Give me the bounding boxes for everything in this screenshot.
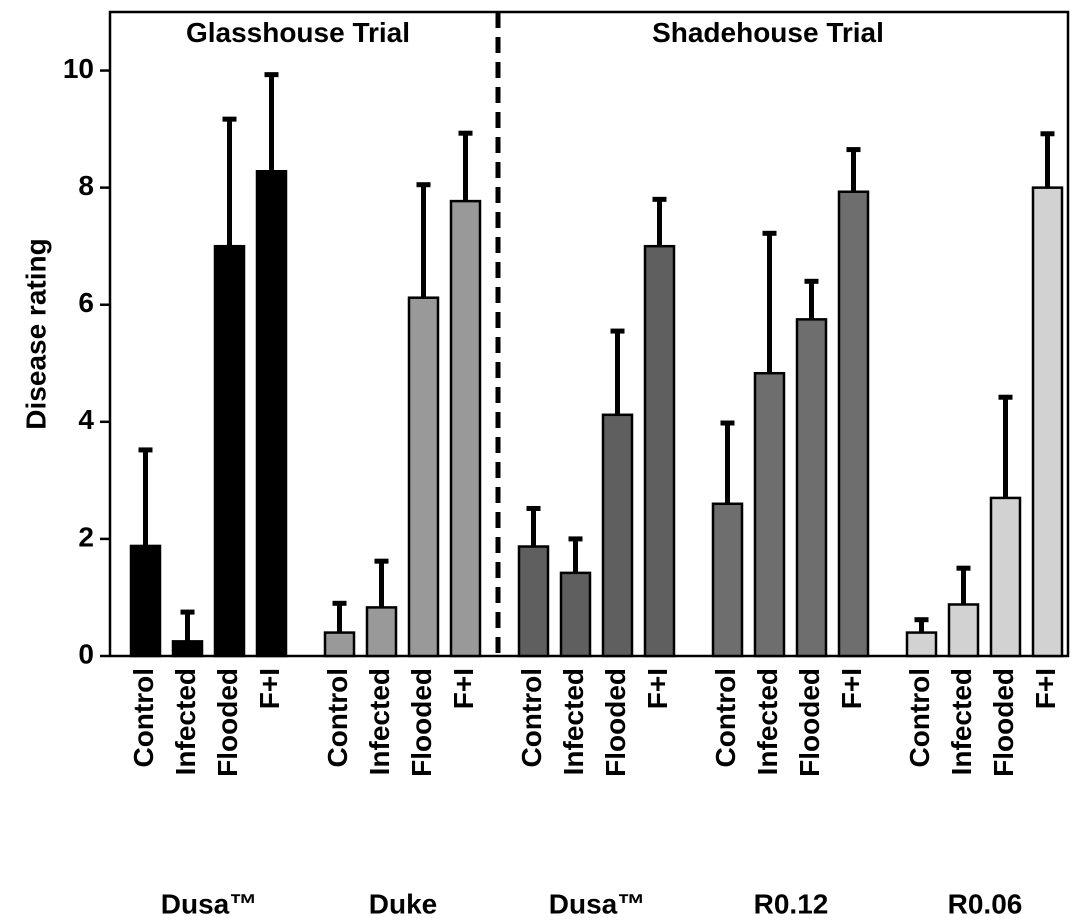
bar — [947, 603, 980, 658]
x-tick-label: F+I — [254, 668, 285, 709]
x-tick-label: Control — [128, 668, 159, 768]
group-label: Dusa™ — [549, 888, 645, 919]
y-tick-label: 10 — [63, 53, 94, 84]
group-label: R0.12 — [754, 888, 829, 919]
group-label: Dusa™ — [161, 888, 257, 919]
bar — [129, 544, 162, 658]
bar — [449, 199, 482, 658]
x-tick-label: F+I — [1030, 668, 1061, 709]
x-tick-label: Infected — [558, 668, 589, 775]
y-tick-label: 2 — [78, 521, 94, 552]
bar — [989, 496, 1022, 658]
y-tick-label: 8 — [78, 170, 94, 201]
x-tick-label: Control — [710, 668, 741, 768]
bar — [213, 244, 246, 658]
x-tick-label: Flooded — [600, 668, 631, 777]
bar — [795, 318, 828, 658]
bar — [407, 296, 440, 658]
x-tick-label: F+I — [448, 668, 479, 709]
y-tick-label: 6 — [78, 287, 94, 318]
group-label: Duke — [369, 888, 437, 919]
bar — [643, 244, 676, 658]
y-axis-label: Disease rating — [20, 238, 51, 429]
x-tick-label: F+I — [642, 668, 673, 709]
x-tick-label: Infected — [752, 668, 783, 775]
bar — [255, 169, 288, 658]
x-tick-label: Infected — [364, 668, 395, 775]
bar — [323, 631, 356, 658]
bar — [837, 190, 870, 658]
x-tick-label: Infected — [170, 668, 201, 775]
x-tick-label: F+I — [836, 668, 867, 709]
trial-label: Shadehouse Trial — [652, 17, 884, 48]
bar — [171, 640, 204, 658]
x-tick-label: Flooded — [406, 668, 437, 777]
x-tick-label: Control — [322, 668, 353, 768]
bar — [753, 371, 786, 658]
y-tick-label: 4 — [78, 404, 94, 435]
bar — [601, 413, 634, 658]
bar — [365, 606, 398, 658]
x-tick-label: Flooded — [794, 668, 825, 777]
group-label: R0.06 — [948, 888, 1023, 919]
bar — [559, 571, 592, 658]
bar — [1031, 186, 1064, 658]
bar — [517, 545, 550, 658]
bar — [711, 502, 744, 658]
x-tick-label: Flooded — [988, 668, 1019, 777]
trial-label: Glasshouse Trial — [186, 17, 410, 48]
y-tick-label: 0 — [78, 638, 94, 669]
x-tick-label: Infected — [946, 668, 977, 775]
bar — [905, 631, 938, 658]
x-tick-label: Control — [516, 668, 547, 768]
x-tick-label: Control — [904, 668, 935, 768]
plot-frame — [108, 10, 1070, 658]
x-tick-label: Flooded — [212, 668, 243, 777]
